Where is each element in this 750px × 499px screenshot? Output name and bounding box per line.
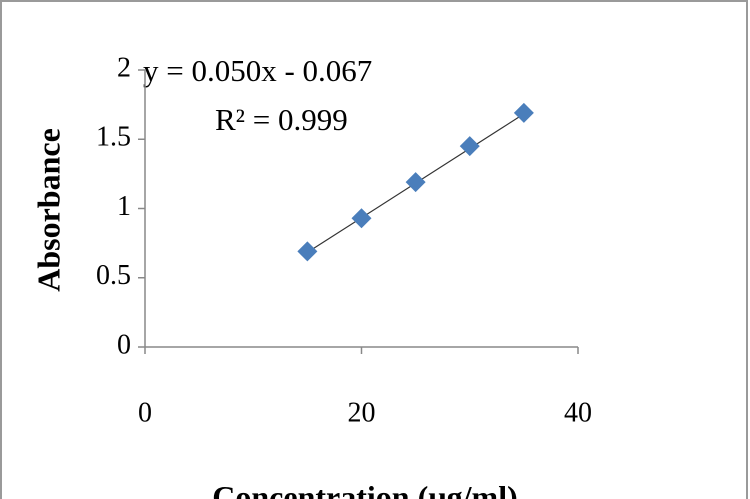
y-tick-label: 1.5 bbox=[96, 122, 131, 153]
data-point bbox=[459, 136, 480, 157]
y-tick-label: 0 bbox=[117, 329, 131, 360]
trendline-equation: y = 0.050x - 0.067 bbox=[143, 53, 372, 88]
data-point bbox=[405, 172, 426, 193]
data-point bbox=[513, 102, 534, 123]
r-squared: R² = 0.999 bbox=[215, 102, 348, 137]
x-tick-label: 0 bbox=[138, 397, 152, 428]
x-tick-label: 20 bbox=[348, 397, 376, 428]
data-point bbox=[297, 241, 318, 262]
x-axis-label: Concentration (µg/ml) bbox=[212, 479, 518, 499]
data-point bbox=[351, 208, 372, 229]
y-tick-label: 0.5 bbox=[96, 260, 131, 291]
y-tick-label: 1 bbox=[117, 191, 131, 222]
y-tick-label: 2 bbox=[117, 52, 131, 83]
y-axis-label: Absorbance bbox=[30, 128, 66, 292]
x-tick-label: 40 bbox=[564, 397, 592, 428]
